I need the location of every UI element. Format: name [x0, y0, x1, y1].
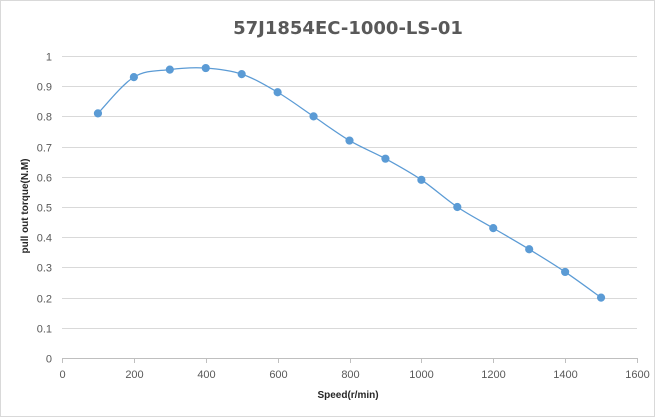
- data-point: [561, 267, 570, 277]
- y-tick-label: 1: [46, 52, 52, 64]
- y-tick-label: 0.7: [37, 143, 52, 155]
- data-point: [165, 65, 174, 74]
- data-point: [417, 175, 426, 184]
- data-point: [237, 70, 246, 79]
- y-tick-label: 0.1: [37, 324, 52, 336]
- x-tick-label: 600: [269, 369, 287, 381]
- chart-title: 57J1854EC-1000-LS-01: [233, 18, 463, 39]
- x-tick-label: 1200: [481, 369, 505, 381]
- data-point: [596, 293, 606, 302]
- data-point: [489, 224, 498, 233]
- data-point: [129, 73, 138, 82]
- data-point: [345, 136, 354, 145]
- x-tick-label: 1600: [625, 369, 649, 381]
- series: [93, 63, 606, 302]
- y-tick-label: 0.8: [37, 112, 52, 124]
- series-line: [97, 67, 602, 299]
- x-axis-label: Speed(r/min): [317, 390, 378, 401]
- y-tick-label: 0: [46, 354, 52, 366]
- y-tick-labels: 0 0.1 0.2 0.3 0.4 0.5 0.6 0.7 0.8 0.9 1: [37, 52, 52, 366]
- y-axis-label: pull out torque(N.M): [20, 159, 31, 254]
- x-tick-labels: 0 200 400 600 800 1000 1200 1400 1600: [59, 369, 649, 381]
- x-tick-label: 0: [59, 369, 65, 381]
- data-point: [309, 112, 318, 121]
- y-tick-label: 0.2: [37, 294, 52, 306]
- data-point: [525, 245, 534, 254]
- grid-lines: [62, 56, 637, 329]
- y-tick-label: 0.4: [37, 233, 52, 245]
- y-tick-label: 0.6: [37, 173, 52, 185]
- x-tick-label: 400: [197, 369, 215, 381]
- x-tick-label: 200: [125, 369, 143, 381]
- data-point: [453, 202, 462, 212]
- y-tick-label: 0.3: [37, 263, 52, 275]
- data-point: [93, 109, 103, 118]
- y-tick-label: 0.9: [37, 82, 52, 94]
- x-tick-label: 1400: [553, 369, 577, 381]
- data-point: [273, 88, 282, 97]
- x-tick-label: 800: [341, 369, 359, 381]
- axes: [62, 358, 638, 363]
- y-tick-label: 0.5: [37, 203, 52, 215]
- data-point: [381, 154, 390, 163]
- data-point: [201, 63, 210, 73]
- x-tick-label: 1000: [409, 369, 433, 381]
